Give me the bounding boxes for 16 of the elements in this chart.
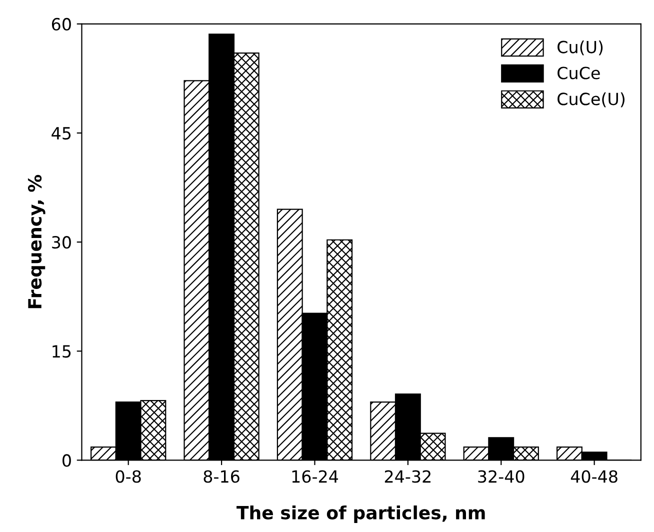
- legend-label: Cu(U): [558, 40, 603, 56]
- x-tick-label: 8-16: [204, 470, 240, 483]
- x-tick-label: 32-40: [478, 470, 524, 483]
- x-tick-label: 16-24: [292, 470, 338, 483]
- y-tick-label: 0: [62, 454, 71, 467]
- x-tick-label: 40-48: [570, 470, 618, 483]
- x-tick-label: 24-32: [384, 470, 430, 483]
- y-tick-label: 30: [52, 236, 71, 249]
- x-axis-title: The size of particles, nm: [236, 505, 485, 523]
- y-tick-label: 45: [52, 127, 71, 140]
- y-tick-label: 60: [52, 18, 71, 31]
- y-axis-title: Frequency, %: [28, 174, 46, 308]
- legend-label: CuCe(U): [558, 92, 624, 108]
- y-tick-label: 15: [52, 345, 71, 358]
- x-tick-label: 0-8: [116, 470, 141, 483]
- legend-label: CuCe: [558, 66, 600, 80]
